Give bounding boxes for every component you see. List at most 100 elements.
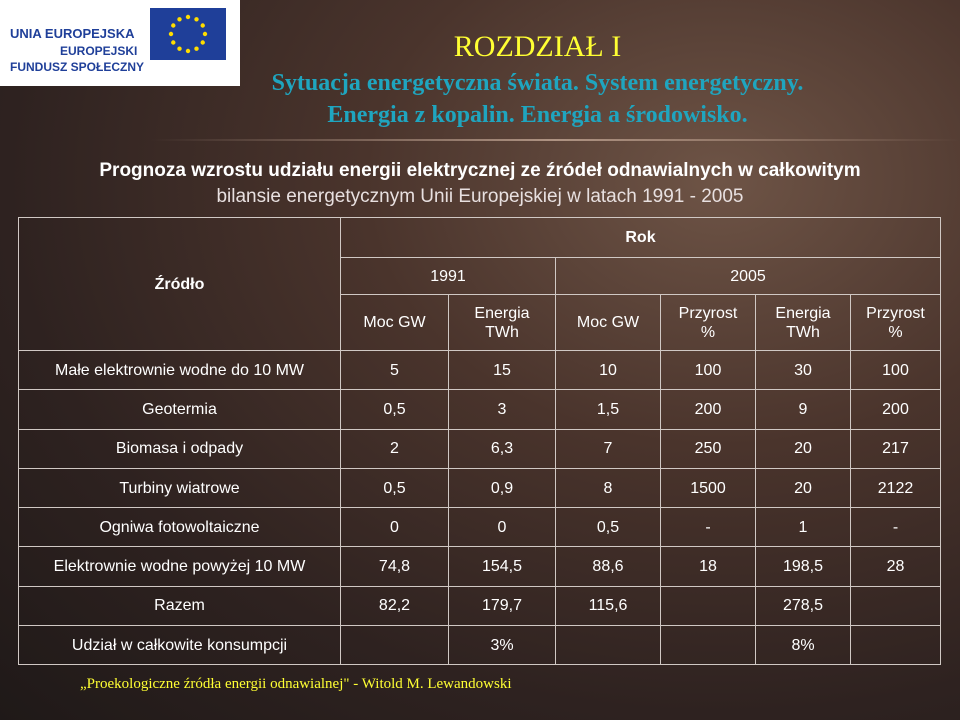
- star: [177, 17, 182, 22]
- heading: bilansie energetycznym Unii Europejskiej…: [216, 186, 744, 207]
- table-cell: 250: [660, 428, 756, 469]
- cell-text: Ogniwa fotowoltaiczne: [99, 518, 260, 536]
- table-cell: Małe elektrownie wodne do 10 MW: [18, 349, 341, 391]
- cell-text: 10: [599, 361, 617, 379]
- table-cell: 20: [755, 467, 851, 509]
- cell-text: Biomasa i odpady: [115, 440, 244, 458]
- table-cell: 100: [850, 349, 941, 391]
- table-cell: 0,5: [555, 507, 661, 548]
- table-cell: Ogniwa fotowoltaiczne: [18, 507, 341, 548]
- star: [200, 40, 205, 45]
- header-cell: Przyrost%: [660, 294, 756, 351]
- cell-text: TWh: [786, 323, 820, 341]
- cell-text: Energia: [474, 304, 530, 322]
- cell-text: Moc GW: [576, 314, 640, 331]
- table-cell: [660, 625, 756, 666]
- logo-text: EUROPEJSKI: [60, 44, 138, 58]
- cell-text: Energia: [775, 304, 831, 322]
- cell-text: 20: [794, 440, 812, 458]
- cell-text: 1500: [690, 479, 726, 497]
- table-cell: 7: [555, 428, 661, 469]
- table-row: Geotermia 0,5 3 1,5 200 9 200: [18, 389, 941, 430]
- table-cell: 88,6: [555, 546, 661, 587]
- cell-text: 0: [390, 518, 399, 536]
- table-cell: 6,3: [448, 428, 556, 469]
- table-row: Małe elektrownie wodne do 10 MW 5 15 10 100 3…: [18, 349, 941, 391]
- header-cell: Moc GW: [555, 294, 661, 351]
- table-cell: 0,9: [448, 467, 556, 509]
- footer: „Proekologiczne źródła energii odnawialn…: [80, 676, 512, 692]
- cell-text: Geotermia: [142, 400, 217, 418]
- cell-text: 0,5: [383, 400, 406, 418]
- table-cell: 82,2: [340, 585, 449, 627]
- star: [185, 14, 191, 20]
- cell-text: Rok: [625, 229, 656, 246]
- star: [171, 40, 176, 45]
- cell-text: Moc GW: [363, 314, 426, 331]
- table-row: Źródło Rok: [18, 217, 941, 351]
- cell-text: Źródło: [154, 275, 205, 293]
- cell-text: 2: [390, 440, 399, 458]
- logo-text: UNIA EUROPEJSKA: [10, 26, 135, 41]
- cell-text: 1991: [430, 267, 466, 285]
- cell-text: 200: [694, 400, 722, 418]
- star: [194, 46, 199, 51]
- table-cell: 200: [660, 389, 756, 430]
- cell-text: 198,5: [782, 558, 824, 576]
- table-cell: 28: [850, 546, 941, 587]
- table-cell: Turbiny wiatrowe: [18, 467, 341, 509]
- table-cell: 15: [448, 349, 556, 391]
- cell-text: 18: [699, 558, 717, 576]
- eu-flag: [150, 8, 226, 60]
- header-cell: Energia TWh: [755, 294, 851, 351]
- table-cell: 10: [555, 349, 661, 391]
- cell-text: 100: [694, 361, 722, 379]
- cell-text: 100: [882, 361, 909, 379]
- table-cell: 100: [660, 349, 756, 391]
- cell-text: Udział w całkowite konsumpcji: [71, 636, 288, 654]
- table-cell: 198,5: [755, 546, 851, 587]
- cell-text: TWh: [485, 323, 519, 341]
- table-cell: [850, 585, 941, 627]
- table-cell: 217: [850, 428, 941, 469]
- cell-text: Małe elektrownie wodne do 10 MW: [54, 361, 304, 379]
- header-cell: Przyrost%: [850, 294, 941, 351]
- cell-text: 15: [493, 361, 511, 379]
- cell-text: 8%: [791, 636, 815, 654]
- cell-text: 154,5: [481, 558, 523, 576]
- cell-text: 20: [794, 479, 812, 497]
- cell-text: 217: [882, 440, 909, 458]
- star: [177, 46, 182, 51]
- cell-text: -: [705, 518, 711, 536]
- table-cell: 3: [448, 389, 556, 430]
- cell-text: 5: [390, 361, 399, 379]
- table-cell: [340, 625, 449, 666]
- heading: Prognoza wzrostu udziału energii elektry…: [99, 160, 861, 181]
- cell-text: -: [892, 518, 899, 536]
- table-cell: 8: [555, 467, 661, 509]
- table-cell: 20: [755, 428, 851, 469]
- table-cell: 1,5: [555, 389, 661, 430]
- table-cell: 0,5: [340, 467, 449, 509]
- cell-text: Turbiny wiatrowe: [119, 479, 240, 497]
- table-cell: 3%: [448, 625, 556, 666]
- table-cell: 18: [660, 546, 756, 587]
- table-cell: Elektrownie wodne powyżej 10 MW: [18, 546, 341, 587]
- cell-text: 115,6: [588, 597, 628, 615]
- table-cell: 278,5: [755, 585, 851, 627]
- table-cell: 30: [755, 349, 851, 391]
- cell-text: 0,9: [490, 479, 514, 497]
- subtitle: Sytuacja energetyczna świata. System ene…: [271, 70, 804, 96]
- table-cell: 8%: [755, 625, 851, 666]
- subtitle: Energia z kopalin. Energia a środowisko.: [327, 102, 748, 128]
- table-cell: 115,6: [555, 585, 661, 627]
- table-cell: 179,7: [448, 585, 556, 627]
- cell-text: Elektrownie wodne powyżej 10 MW: [53, 558, 306, 576]
- cell-text: 179,7: [481, 597, 523, 615]
- table-row: Moc GW Energia TWh Moc GW Przyrost% Energia TW…: [19, 294, 941, 351]
- title: ROZDZIAŁ I: [453, 30, 622, 63]
- table-cell: 2122: [850, 467, 941, 509]
- table-cell: 9: [755, 389, 851, 430]
- star: [200, 23, 205, 28]
- cell-text: 28: [886, 558, 905, 576]
